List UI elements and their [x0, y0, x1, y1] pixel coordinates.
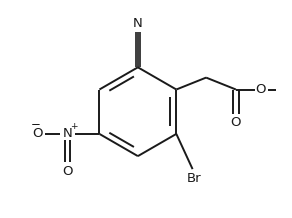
Text: N: N [133, 17, 143, 30]
Text: N: N [62, 127, 72, 140]
Text: O: O [255, 83, 265, 96]
Text: O: O [231, 116, 241, 129]
Text: O: O [32, 127, 43, 140]
Text: Br: Br [186, 172, 201, 185]
Text: +: + [70, 122, 78, 131]
Text: −: − [31, 118, 41, 131]
Text: O: O [62, 165, 73, 178]
